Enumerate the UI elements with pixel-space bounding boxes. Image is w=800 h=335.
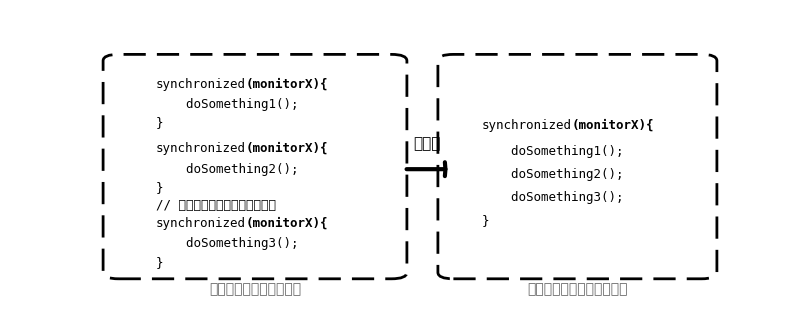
- Text: doSomething3();: doSomething3();: [482, 191, 624, 204]
- Text: 待编译字节码的等效代码: 待编译字节码的等效代码: [209, 283, 301, 297]
- Text: synchronized: synchronized: [156, 142, 246, 155]
- Text: synchronized: synchronized: [156, 217, 246, 230]
- Text: (monitorX){: (monitorX){: [571, 119, 654, 132]
- Text: doSomething1();: doSomething1();: [156, 98, 298, 111]
- Text: doSomething2();: doSomething2();: [156, 163, 298, 176]
- Text: }: }: [482, 214, 489, 227]
- Text: doSomething2();: doSomething2();: [482, 168, 624, 181]
- Text: 锁粗化: 锁粗化: [414, 136, 441, 151]
- Text: }: }: [156, 256, 163, 269]
- Text: }: }: [156, 116, 163, 129]
- Text: // 同步块之间也可以有其他语句: // 同步块之间也可以有其他语句: [156, 199, 276, 212]
- Text: doSomething3();: doSomething3();: [156, 238, 298, 251]
- Text: (monitorX){: (monitorX){: [246, 217, 328, 230]
- Text: }: }: [156, 181, 163, 194]
- Text: synchronized: synchronized: [482, 119, 571, 132]
- Text: doSomething1();: doSomething1();: [482, 145, 624, 158]
- Text: (monitorX){: (monitorX){: [246, 142, 328, 155]
- Text: 编译后的机器码的等效代码: 编译后的机器码的等效代码: [527, 283, 628, 297]
- Text: (monitorX){: (monitorX){: [246, 77, 328, 90]
- Text: synchronized: synchronized: [156, 77, 246, 90]
